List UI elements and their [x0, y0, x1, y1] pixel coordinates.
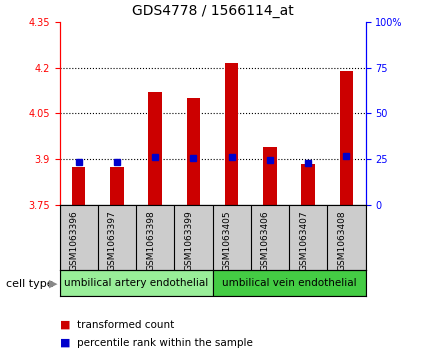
Text: GSM1063407: GSM1063407 — [299, 210, 308, 271]
Text: GSM1063405: GSM1063405 — [223, 210, 232, 271]
Text: percentile rank within the sample: percentile rank within the sample — [76, 338, 252, 348]
Bar — [263, 147, 277, 205]
Text: ▶: ▶ — [49, 279, 57, 289]
Bar — [301, 164, 315, 205]
Text: ■: ■ — [60, 338, 70, 348]
Text: GSM1063397: GSM1063397 — [108, 210, 117, 271]
Text: GSM1063406: GSM1063406 — [261, 210, 270, 271]
Bar — [72, 167, 85, 205]
Text: umbilical artery endothelial: umbilical artery endothelial — [64, 278, 208, 288]
Text: umbilical vein endothelial: umbilical vein endothelial — [222, 278, 356, 288]
Bar — [212, 270, 366, 296]
Text: transformed count: transformed count — [76, 320, 174, 330]
Bar — [110, 167, 124, 205]
Bar — [60, 270, 212, 296]
Text: GSM1063399: GSM1063399 — [184, 210, 193, 271]
Text: GSM1063398: GSM1063398 — [146, 210, 155, 271]
Text: cell type: cell type — [6, 279, 54, 289]
Bar — [187, 98, 200, 205]
Text: GSM1063408: GSM1063408 — [337, 210, 346, 271]
Title: GDS4778 / 1566114_at: GDS4778 / 1566114_at — [132, 4, 293, 18]
Bar — [225, 63, 238, 205]
Text: ■: ■ — [60, 320, 70, 330]
Text: GSM1063396: GSM1063396 — [70, 210, 79, 271]
Bar — [148, 92, 162, 205]
Bar — [340, 71, 353, 205]
